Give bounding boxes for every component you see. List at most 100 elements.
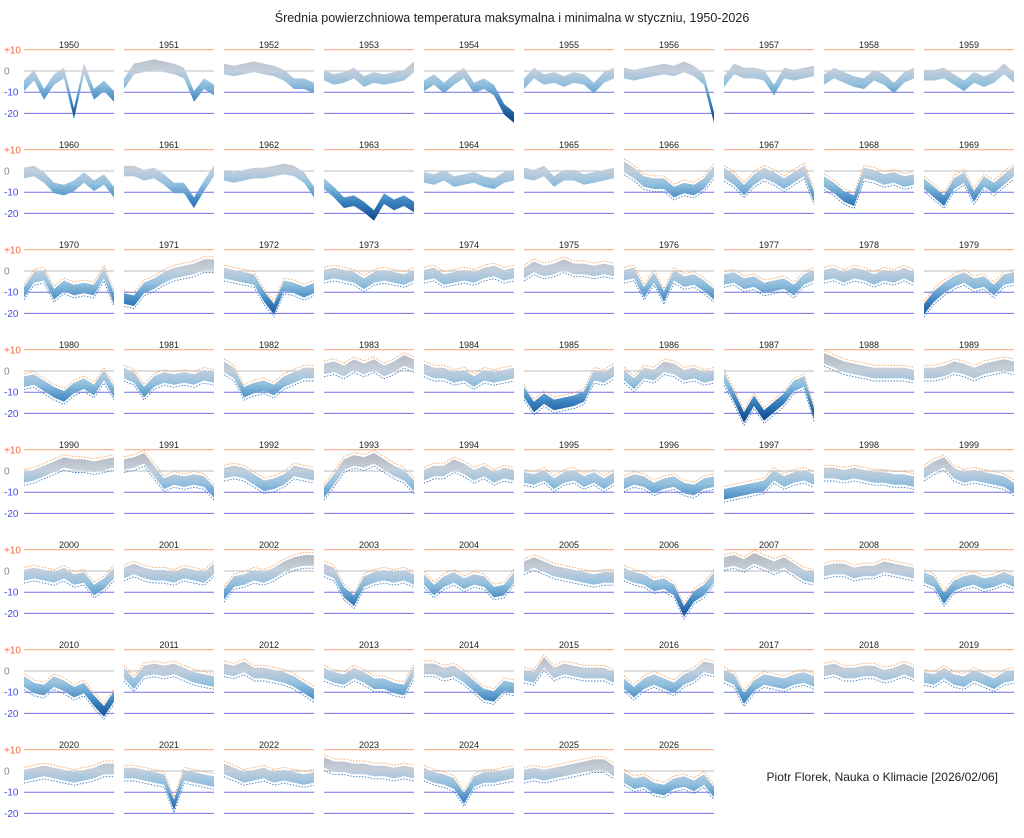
year-label: 1989 <box>959 340 979 350</box>
y-tick-label: -10 <box>4 588 19 599</box>
tmin-extreme-line <box>823 180 915 210</box>
y-tick-label: -20 <box>4 509 19 520</box>
tmax-tmin-band <box>824 67 914 94</box>
y-tick-label: -20 <box>4 809 19 820</box>
tmax-tmin-band <box>24 267 114 304</box>
y-tick-label: -10 <box>4 188 19 199</box>
year-label: 1981 <box>159 340 179 350</box>
panel-1989: 1989 <box>924 340 1015 414</box>
tmin-extreme-line <box>423 584 515 601</box>
y-tick-label: +10 <box>4 645 21 656</box>
year-label: 1995 <box>559 440 579 450</box>
tmax-tmin-band <box>724 669 814 704</box>
panel-1966: 1966 <box>623 140 715 214</box>
y-tick-label: -10 <box>4 488 19 499</box>
panel-1973: 1973 <box>323 240 415 314</box>
year-label: 1979 <box>959 240 979 250</box>
year-label: 1964 <box>459 140 479 150</box>
year-label: 2016 <box>659 640 679 650</box>
tmax-tmin-band <box>124 259 214 306</box>
year-label: 2024 <box>459 740 479 750</box>
panel-1971: 1971 <box>123 240 214 314</box>
panel-1960: +10 0 -10 -20 1960 <box>4 140 114 220</box>
tmin-extreme-line <box>23 776 114 786</box>
tmin-extreme-line <box>123 380 215 401</box>
year-label: 2014 <box>459 640 479 650</box>
tmax-extreme-line <box>924 356 1015 366</box>
tmax-tmin-band <box>24 763 114 783</box>
tmin-extreme-line <box>223 567 314 603</box>
panel-2000: +10 0 -10 -20 2000 <box>4 540 115 620</box>
year-label: 2025 <box>559 740 579 750</box>
year-label: 1950 <box>59 40 79 50</box>
tmax-tmin-band <box>724 63 814 96</box>
year-label: 1975 <box>559 240 579 250</box>
panel-1970: +10 0 -10 -20 1970 <box>4 240 115 320</box>
year-label: 1991 <box>159 440 179 450</box>
tmax-tmin-band <box>424 767 514 804</box>
tmax-extreme-line <box>123 560 215 570</box>
year-label: 1973 <box>359 240 379 250</box>
tmax-extreme-line <box>823 660 915 668</box>
panel-2020: +10 0 -10 -20 2020 <box>4 740 114 820</box>
panel-1951: 1951 <box>124 40 214 114</box>
year-label: 2003 <box>359 540 379 550</box>
y-tick-label: 0 <box>4 367 10 378</box>
tmax-extreme-line <box>523 554 614 573</box>
year-label: 1985 <box>559 340 579 350</box>
tmax-extreme-line <box>523 466 615 477</box>
panel-1977: 1977 <box>723 240 815 314</box>
year-label: 2008 <box>859 540 879 550</box>
panel-1961: 1961 <box>124 140 214 214</box>
tmin-extreme-line <box>823 280 915 288</box>
tmax-tmin-band <box>224 763 314 785</box>
panel-1962: 1962 <box>224 140 314 214</box>
y-tick-label: -10 <box>4 288 19 299</box>
tmax-extreme-line <box>523 256 615 266</box>
year-label: 1986 <box>659 340 679 350</box>
panel-1974: 1974 <box>423 240 515 314</box>
tmax-tmin-band <box>624 772 714 798</box>
tmin-extreme-line <box>923 680 1015 693</box>
tmax-tmin-band <box>924 667 1014 689</box>
tmax-tmin-band <box>24 63 114 119</box>
tmin-extreme-line <box>823 574 915 582</box>
year-label: 2019 <box>959 640 979 650</box>
year-label: 1976 <box>659 240 679 250</box>
year-label: 1974 <box>459 240 479 250</box>
year-label: 1997 <box>759 440 779 450</box>
y-tick-label: 0 <box>4 767 10 778</box>
year-label: 1972 <box>259 240 279 250</box>
panel-1965: 1965 <box>524 140 614 214</box>
tmax-extreme-line <box>23 564 115 583</box>
tmax-tmin-band <box>624 61 714 123</box>
tmin-extreme-line <box>123 676 215 693</box>
year-label: 2002 <box>259 540 279 550</box>
tmax-tmin-band <box>124 767 214 811</box>
year-label: 1980 <box>59 340 79 350</box>
tmin-extreme-line <box>923 584 1015 608</box>
panel-2012: 2012 <box>223 640 315 714</box>
y-tick-label: 0 <box>4 67 10 78</box>
tmax-tmin-band <box>324 453 414 498</box>
panel-1998: 1998 <box>824 440 915 514</box>
tmax-extreme-line <box>423 456 515 471</box>
y-tick-label: 0 <box>4 467 10 478</box>
tmax-extreme-line <box>123 256 214 294</box>
tmin-extreme-line <box>124 780 215 815</box>
panel-1972: 1972 <box>223 240 315 318</box>
tmax-tmin-band <box>924 572 1014 604</box>
panel-1991: 1991 <box>123 440 215 514</box>
tmin-extreme-line <box>23 469 115 486</box>
y-tick-label: -10 <box>4 688 19 699</box>
panels: +10 0 -10 -20 1950 1951 1952 1953 1954 1955 1956 19… <box>4 40 1015 820</box>
tmax-extreme-line <box>723 162 815 189</box>
tmax-tmin-band <box>224 267 314 315</box>
tmax-tmin-band <box>124 165 214 209</box>
tmax-extreme-line <box>423 764 515 792</box>
tmin-extreme-line <box>723 565 815 586</box>
tmax-extreme-line <box>23 673 115 705</box>
tmax-tmin-band <box>524 67 614 94</box>
year-label: 1963 <box>359 140 379 150</box>
